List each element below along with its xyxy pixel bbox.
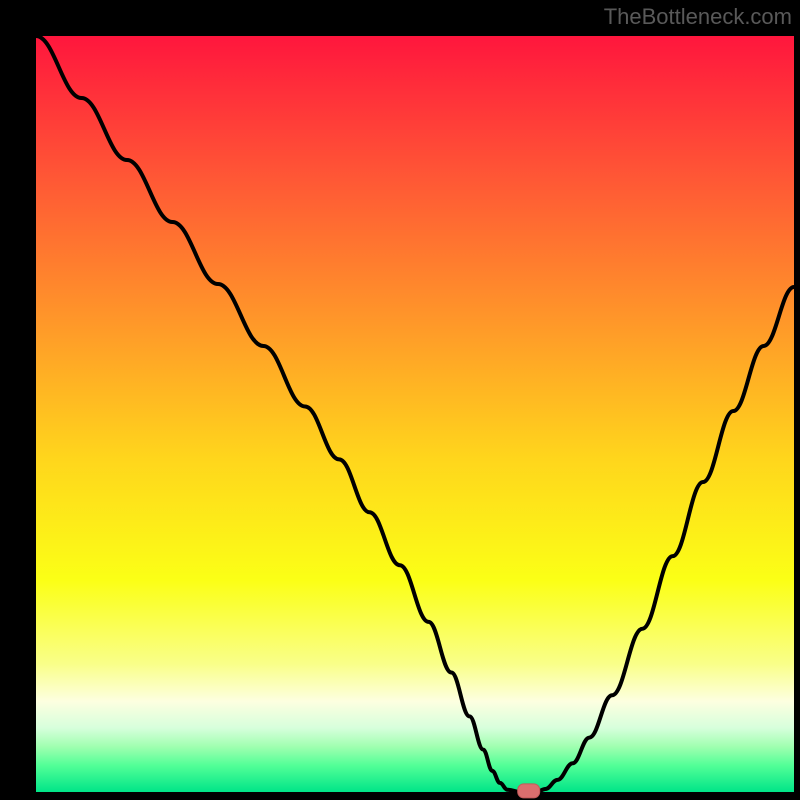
watermark-text: TheBottleneck.com	[604, 4, 792, 30]
bottleneck-chart: TheBottleneck.com	[0, 0, 800, 800]
chart-svg	[0, 0, 800, 800]
minimum-marker	[518, 784, 540, 798]
plot-area	[36, 36, 794, 792]
watermark-label: TheBottleneck.com	[604, 4, 792, 29]
